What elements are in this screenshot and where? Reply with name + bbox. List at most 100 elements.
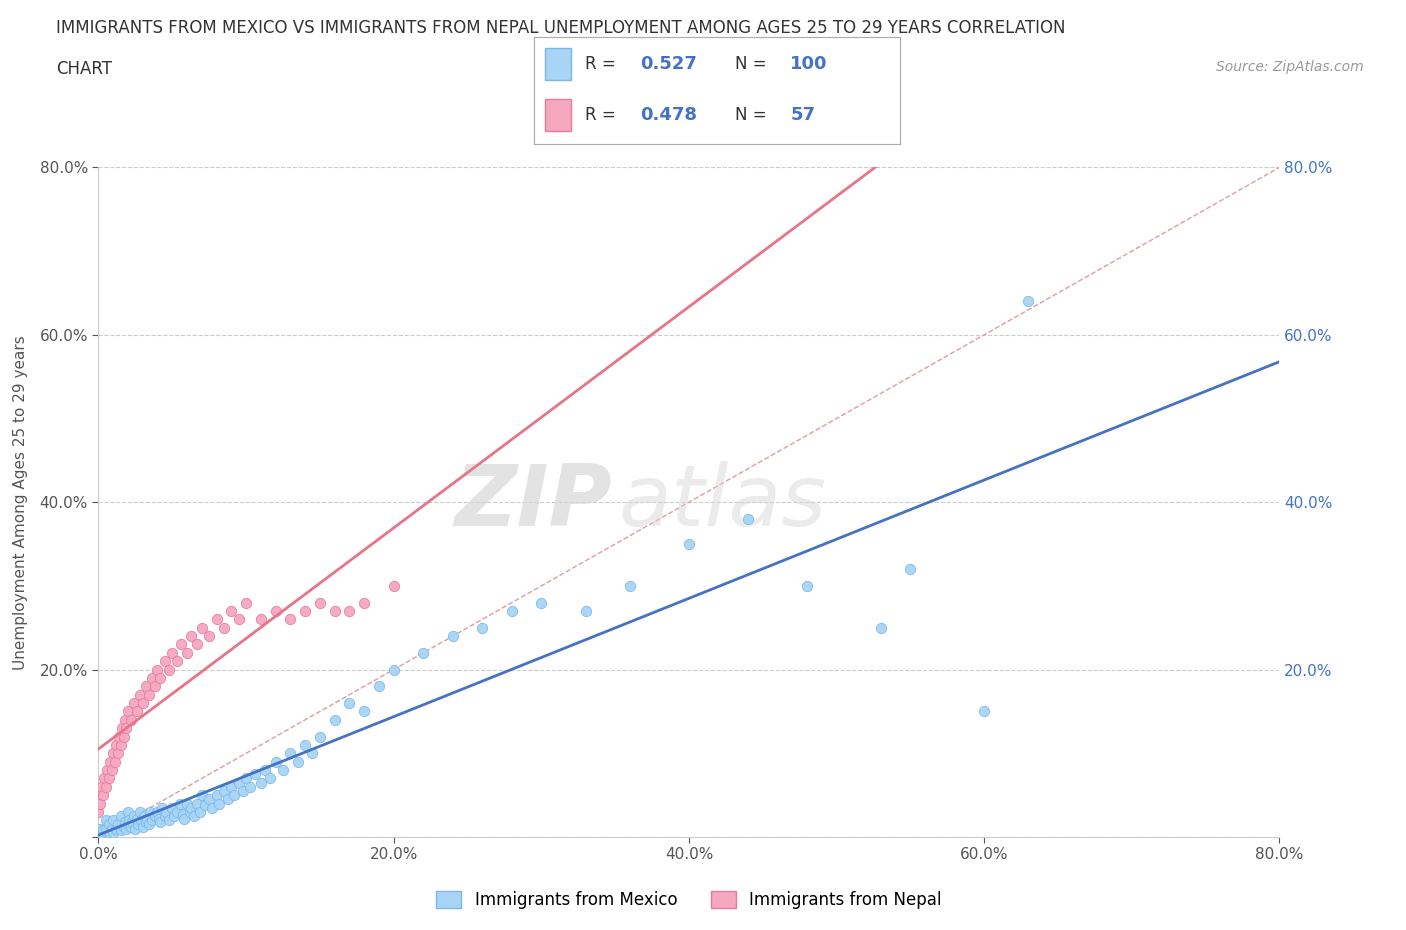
- Point: [125, 811, 148, 826]
- Point: [93, 771, 115, 786]
- Point: [353, 704, 375, 719]
- Point: [97, 771, 120, 786]
- Point: [169, 796, 191, 811]
- Point: [108, 729, 131, 744]
- Point: [900, 562, 922, 577]
- Point: [264, 754, 287, 769]
- Point: [105, 821, 128, 836]
- Point: [122, 809, 145, 824]
- Point: [146, 804, 169, 819]
- Point: [157, 662, 180, 677]
- Point: [138, 687, 160, 702]
- Point: [191, 788, 214, 803]
- Text: CHART: CHART: [56, 60, 112, 78]
- Point: [796, 578, 818, 593]
- Point: [162, 800, 183, 815]
- Point: [208, 796, 231, 811]
- Point: [198, 629, 221, 644]
- Point: [382, 662, 405, 677]
- Point: [163, 809, 186, 824]
- Point: [412, 645, 434, 660]
- Text: N =: N =: [735, 55, 772, 73]
- Text: 0.527: 0.527: [640, 55, 697, 73]
- Point: [114, 712, 136, 727]
- Point: [278, 746, 302, 761]
- Point: [287, 754, 309, 769]
- Point: [309, 729, 332, 744]
- Point: [323, 604, 346, 618]
- Point: [162, 645, 183, 660]
- Point: [180, 800, 202, 815]
- Point: [166, 654, 188, 669]
- Point: [90, 826, 112, 841]
- Point: [148, 811, 170, 826]
- Point: [87, 804, 110, 819]
- Text: IMMIGRANTS FROM MEXICO VS IMMIGRANTS FROM NEPAL UNEMPLOYMENT AMONG AGES 25 TO 29: IMMIGRANTS FROM MEXICO VS IMMIGRANTS FRO…: [56, 19, 1066, 36]
- Point: [339, 604, 360, 618]
- Point: [179, 804, 201, 819]
- Point: [173, 811, 195, 826]
- Text: 57: 57: [790, 106, 815, 125]
- Text: 100: 100: [790, 55, 828, 73]
- Point: [212, 620, 235, 635]
- Point: [132, 696, 155, 711]
- Y-axis label: Unemployment Among Ages 25 to 29 years: Unemployment Among Ages 25 to 29 years: [14, 335, 28, 670]
- Point: [294, 737, 316, 752]
- Point: [115, 821, 138, 836]
- Point: [194, 798, 217, 813]
- Point: [87, 830, 110, 844]
- Point: [574, 604, 596, 618]
- Point: [235, 595, 257, 610]
- Point: [153, 654, 176, 669]
- Point: [176, 645, 198, 660]
- Point: [91, 788, 114, 803]
- Point: [254, 763, 277, 777]
- Point: [501, 604, 523, 618]
- Point: [235, 771, 257, 786]
- Point: [250, 776, 273, 790]
- Point: [120, 819, 142, 834]
- Point: [107, 817, 129, 832]
- Point: [219, 604, 242, 618]
- Point: [201, 800, 224, 815]
- Point: [259, 771, 281, 786]
- Point: [339, 696, 360, 711]
- Point: [176, 796, 198, 811]
- Point: [103, 746, 125, 761]
- Point: [441, 629, 464, 644]
- Point: [121, 815, 143, 830]
- Point: [112, 729, 135, 744]
- Point: [973, 704, 995, 719]
- Point: [90, 779, 112, 794]
- Point: [149, 671, 172, 685]
- Point: [228, 612, 250, 627]
- Point: [271, 763, 294, 777]
- Point: [100, 821, 122, 836]
- Point: [205, 788, 228, 803]
- Point: [122, 696, 145, 711]
- Point: [1017, 294, 1039, 309]
- Point: [212, 783, 235, 798]
- Point: [150, 800, 173, 815]
- Point: [219, 779, 242, 794]
- Point: [100, 763, 122, 777]
- Point: [98, 826, 121, 841]
- Point: [94, 779, 117, 794]
- Point: [155, 804, 177, 819]
- Point: [141, 813, 163, 828]
- Point: [143, 809, 166, 824]
- Point: [294, 604, 316, 618]
- Point: [96, 763, 118, 777]
- Point: [232, 783, 254, 798]
- Point: [353, 595, 375, 610]
- Point: [678, 537, 700, 551]
- Point: [368, 679, 391, 694]
- Point: [124, 821, 146, 836]
- Point: [103, 826, 125, 841]
- Text: R =: R =: [585, 55, 621, 73]
- Point: [239, 779, 262, 794]
- Point: [128, 687, 150, 702]
- Point: [471, 620, 494, 635]
- Point: [217, 792, 239, 807]
- Point: [125, 704, 148, 719]
